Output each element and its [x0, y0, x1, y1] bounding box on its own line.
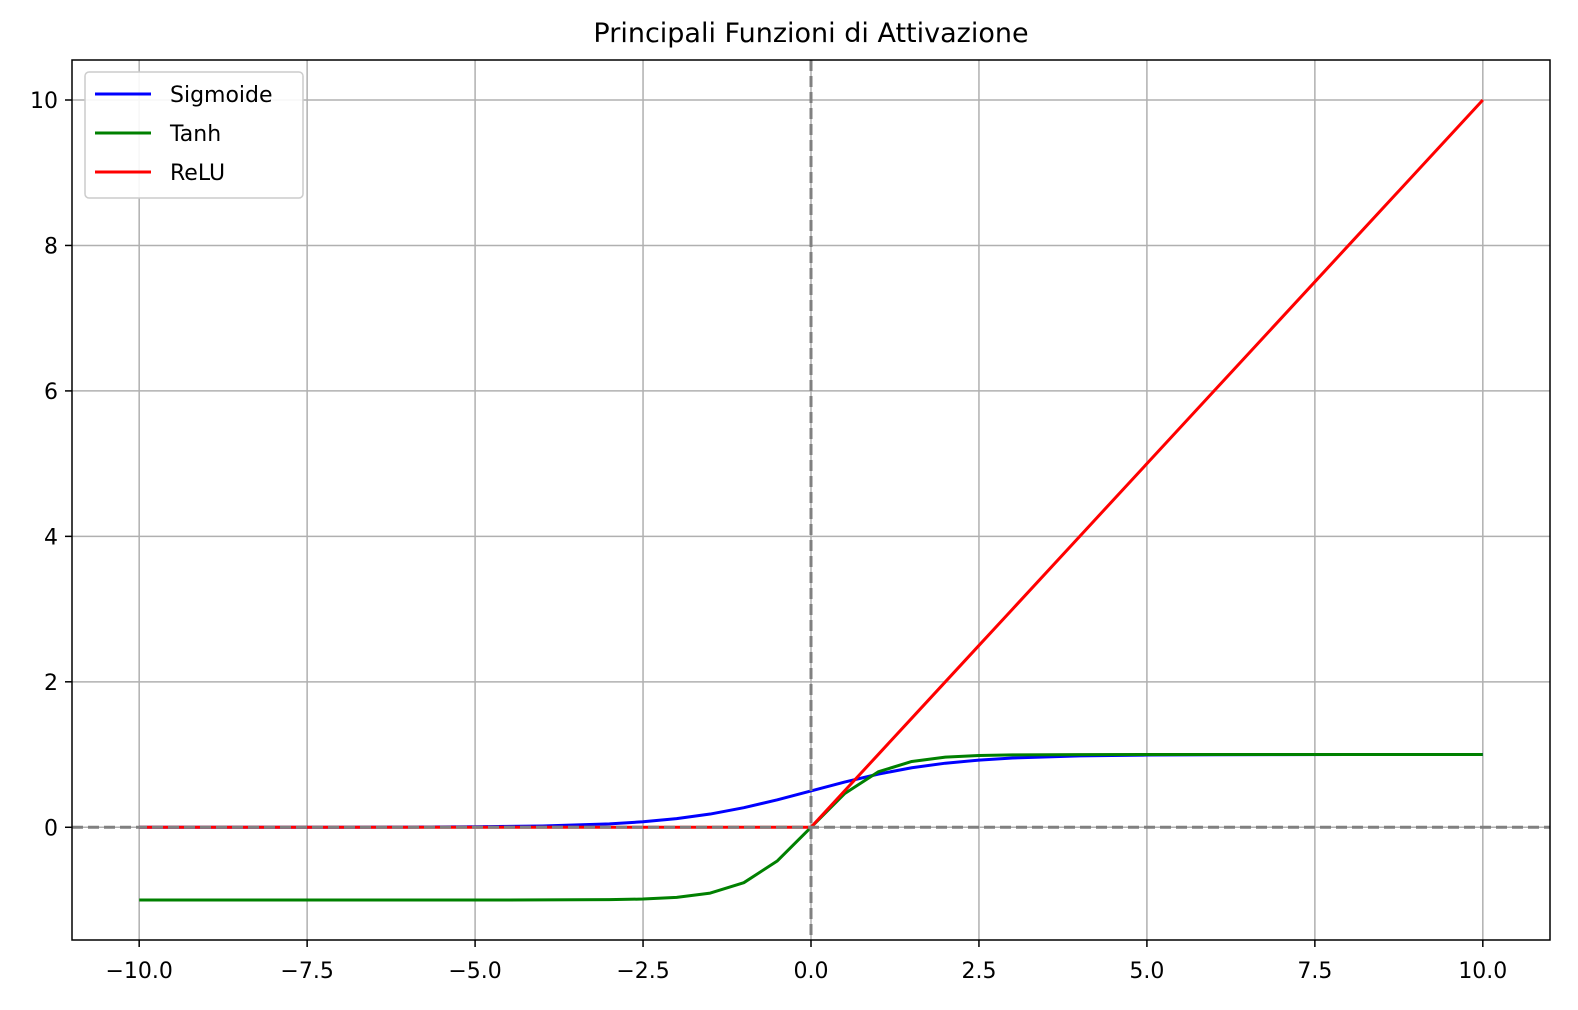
legend: Sigmoide Tanh ReLU [84, 71, 304, 199]
series-lines [72, 60, 1550, 940]
x-tick-label: 2.5 [961, 959, 996, 984]
x-tick-label: −5.0 [448, 959, 501, 984]
y-axis-ticks: 0 2 4 6 8 10 [30, 89, 72, 841]
y-tick-label: 0 [44, 816, 58, 841]
y-tick-label: 4 [44, 525, 58, 550]
x-tick-label: −7.5 [280, 959, 333, 984]
x-tick-label: 10.0 [1458, 959, 1507, 984]
y-tick-label: 6 [44, 380, 58, 405]
legend-label-sigmoide: Sigmoide [170, 83, 273, 108]
chart-title: Principali Funzioni di Attivazione [593, 18, 1028, 49]
y-tick-label: 10 [30, 89, 58, 114]
x-tick-label: 7.5 [1297, 959, 1332, 984]
legend-box [84, 71, 304, 199]
y-tick-label: 8 [44, 234, 58, 259]
legend-label-relu: ReLU [170, 161, 225, 186]
x-tick-label: −10.0 [105, 959, 172, 984]
x-tick-label: 0.0 [794, 959, 829, 984]
x-axis-ticks: −10.0 −7.5 −5.0 −2.5 0.0 2.5 5.0 7.5 10.0 [105, 940, 1507, 984]
y-tick-label: 2 [44, 671, 58, 696]
x-tick-label: 5.0 [1129, 959, 1164, 984]
x-tick-label: −2.5 [616, 959, 669, 984]
legend-label-tanh: Tanh [169, 122, 221, 147]
